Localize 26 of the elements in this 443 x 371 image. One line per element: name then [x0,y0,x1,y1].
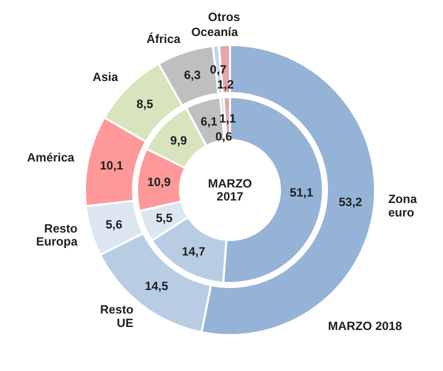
data-label: 6,3 [184,68,201,82]
slice-label: América [26,150,75,165]
data-label: 14,5 [144,279,169,294]
data-label: 5,5 [156,210,173,225]
slice-label: Zona euro [388,192,418,220]
data-label: 10,1 [100,158,124,172]
slice-label: MARZO 2018 [328,319,402,333]
slice-label: Otros [208,10,240,24]
slice-label: África [146,32,181,46]
data-label: 0,6 [215,130,232,144]
data-label: 1,1 [219,112,236,126]
data-label: 0,7 [210,62,227,77]
slice-label: Oceanía [191,24,238,39]
data-label: 8,5 [136,97,154,112]
slice-label: Resto UE [100,302,134,330]
data-label: 51,1 [290,186,314,200]
data-label: 1,2 [217,78,234,92]
slice-label: MARZO 2017 [208,176,252,204]
data-label: 14,7 [182,244,206,259]
data-label: 6,1 [200,114,218,129]
slice-label: Asia [92,70,118,84]
data-label: 5,6 [106,217,123,232]
data-label: 10,9 [147,174,171,189]
data-label: 53,2 [338,194,362,209]
slice-label: Resto Europa [36,221,78,249]
data-label: 9,9 [170,133,188,148]
